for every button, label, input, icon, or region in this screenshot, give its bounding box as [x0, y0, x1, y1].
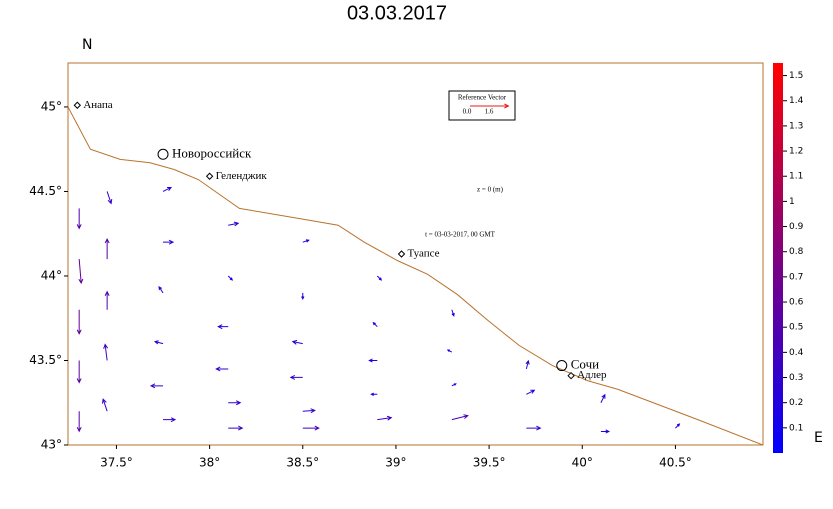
current-vector [368, 358, 378, 363]
city-marker [397, 250, 406, 258]
current-vector [451, 383, 457, 387]
city-marker [157, 148, 169, 160]
current-vector [163, 417, 177, 423]
current-vector [600, 393, 606, 403]
current-vector [302, 408, 316, 414]
current-vector [149, 383, 164, 389]
current-vector [78, 259, 84, 285]
x-tick-label: 37.5° [100, 456, 133, 470]
current-vector [103, 343, 109, 361]
current-vector [76, 360, 82, 384]
y-axis-label: N [82, 37, 92, 53]
current-vector [370, 392, 378, 396]
current-vector [102, 398, 108, 412]
y-tick-label: 43.5° [29, 353, 62, 367]
coastline [67, 106, 764, 446]
current-vector [104, 290, 110, 310]
colorbar-tick-label: 0.8 [789, 247, 804, 257]
current-vector [526, 425, 542, 431]
reference-label: 1.6 [485, 108, 494, 116]
city-marker [73, 101, 82, 109]
x-tick-label: 38.5° [286, 456, 319, 470]
current-vector [228, 400, 242, 406]
colorbar-tick-label: 0.7 [789, 272, 803, 282]
y-tick-label: 44° [41, 268, 62, 282]
current-vector [104, 237, 110, 260]
current-vector [228, 425, 244, 431]
current-vector [163, 239, 175, 245]
x-tick-label: 40.5° [659, 456, 692, 470]
city-label: Новороссийск [172, 145, 252, 160]
current-vector [227, 275, 234, 281]
city-marker [205, 172, 214, 180]
current-vector [217, 324, 229, 330]
current-vector [526, 389, 536, 395]
reference-label: 0.0 [463, 108, 472, 116]
reference-title: Reference Vector [458, 94, 507, 102]
colorbar-tick-label: 1.5 [789, 71, 803, 81]
current-vector [76, 411, 82, 433]
city-marker [556, 360, 568, 372]
colorbar-tick-label: 0.3 [789, 373, 803, 383]
current-vector [377, 415, 393, 421]
current-vector [525, 359, 530, 370]
current-vector [451, 414, 469, 421]
current-vector [600, 429, 611, 434]
current-vector [302, 239, 310, 243]
current-vector [153, 340, 164, 345]
colorbar-tick-label: 0.5 [789, 323, 803, 333]
colorbar-tick-label: 1.3 [789, 121, 803, 131]
x-tick-label: 39° [385, 456, 406, 470]
x-tick-label: 38° [199, 456, 220, 470]
colorbar-tick-label: 1 [789, 197, 795, 207]
y-tick-label: 45° [41, 99, 62, 113]
colorbar-tick-label: 1.1 [789, 172, 803, 182]
colorbar-tick-label: 0.9 [789, 222, 804, 232]
current-vector [106, 191, 113, 205]
colorbar-tick-label: 0.6 [789, 298, 804, 308]
city-label: Адлер [577, 369, 607, 381]
current-vector [228, 221, 240, 227]
colorbar [773, 63, 783, 453]
y-tick-label: 44.5° [29, 184, 62, 198]
current-vector [162, 186, 173, 192]
colorbar-tick-label: 1.4 [789, 96, 804, 106]
current-vector [451, 309, 455, 317]
current-vector [158, 285, 164, 294]
current-vector [215, 366, 229, 372]
x-axis-label: E [814, 430, 823, 446]
plot-frame [67, 62, 764, 446]
city-marker [567, 371, 575, 380]
colorbar-tick-label: 0.4 [789, 348, 804, 358]
x-tick-label: 40° [572, 456, 593, 470]
colorbar-tick-label: 0.2 [789, 398, 803, 408]
y-tick-label: 43° [41, 438, 62, 452]
x-tick-label: 39.5° [473, 456, 506, 470]
colorbar-tick-label: 0.1 [789, 423, 803, 433]
current-vector [291, 339, 303, 345]
current-vector [675, 423, 681, 429]
city-label: Анапа [83, 99, 112, 111]
current-vector [372, 321, 378, 328]
current-vector [446, 349, 453, 353]
current-vector [376, 275, 383, 281]
current-vector [302, 425, 320, 431]
colorbar-tick-label: 1.2 [789, 147, 803, 157]
city-label: Туапсе [408, 248, 440, 260]
current-vector [76, 309, 82, 335]
annotation: z = 0 (m) [477, 186, 504, 194]
chart-title: 03.03.2017 [347, 2, 447, 24]
city-label: Сочи [571, 357, 599, 372]
current-vector [289, 374, 303, 380]
city-label: Геленджик [216, 170, 268, 182]
annotation: t = 03-03-2017, 00 GMT [425, 231, 496, 239]
current-vector [76, 208, 82, 230]
current-vector [301, 292, 305, 300]
reference-vector [470, 103, 510, 109]
